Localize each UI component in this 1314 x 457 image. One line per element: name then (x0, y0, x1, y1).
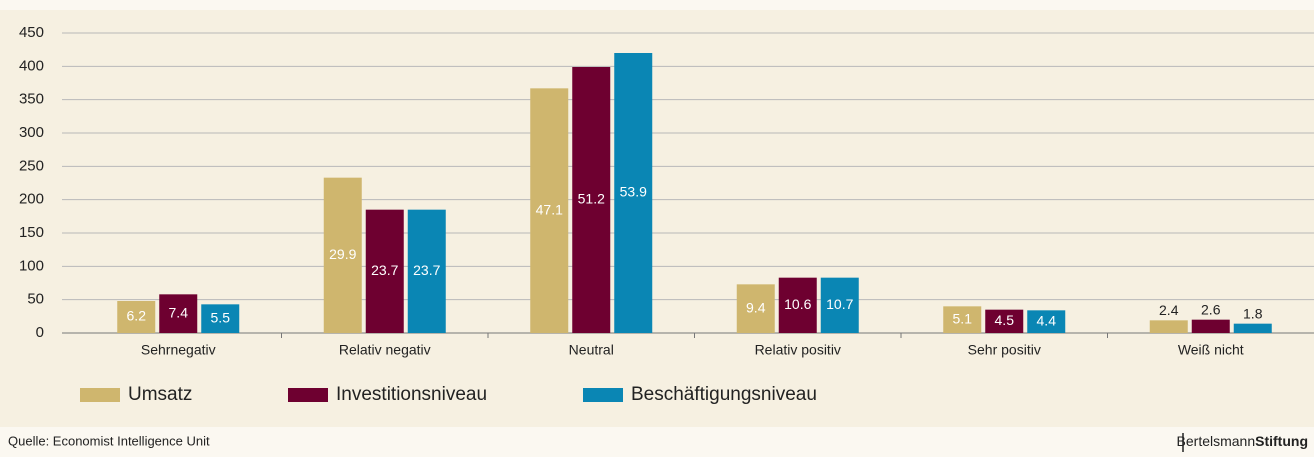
bar (201, 304, 240, 333)
bar (323, 177, 362, 333)
bar (159, 294, 198, 333)
x-tick-label: Weiß nicht (1178, 342, 1244, 358)
y-tick-label: 400 (19, 57, 44, 74)
legend-swatch (288, 388, 328, 402)
data-label: 51.2 (578, 191, 605, 207)
data-label: 10.6 (784, 296, 811, 312)
logo-part: Stiftung (1255, 433, 1308, 449)
logo-part: Bertelsmann (1177, 433, 1256, 449)
y-tick-label: 50 (27, 291, 44, 308)
y-tick-label: 300 (19, 124, 44, 141)
legend-swatch (80, 388, 120, 402)
y-tick-label: 0 (36, 324, 44, 341)
bar (407, 209, 446, 333)
bar (530, 88, 569, 333)
y-tick-label: 100 (19, 257, 44, 274)
legend-label: Beschäftigungsniveau (631, 384, 817, 405)
data-label: 53.9 (620, 184, 647, 200)
data-label: 23.7 (371, 262, 398, 278)
bar (1233, 323, 1272, 333)
x-tick-label: Neutral (569, 342, 614, 358)
bar (820, 277, 859, 333)
y-tick-label: 150 (19, 224, 44, 241)
data-label: 2.6 (1201, 301, 1221, 317)
bar (365, 209, 404, 333)
bar (1027, 310, 1066, 333)
legend-label: Investitionsniveau (336, 384, 487, 405)
bar (1149, 320, 1188, 333)
logo: BertelsmannStiftung (1177, 433, 1308, 449)
bar (117, 301, 156, 333)
x-tick-label: Relativ negativ (339, 342, 431, 358)
y-tick-label: 250 (19, 157, 44, 174)
bar (778, 277, 817, 333)
bar (943, 306, 982, 333)
legend-label: Umsatz (128, 384, 192, 405)
data-label: 5.1 (953, 310, 973, 326)
data-label: 29.9 (329, 246, 356, 262)
data-label: 9.4 (746, 299, 766, 315)
x-tick-label: Sehrnegativ (141, 342, 216, 358)
top-band (0, 0, 1314, 10)
bar (985, 309, 1024, 333)
data-label: 2.4 (1159, 302, 1179, 318)
y-tick-label: 200 (19, 191, 44, 208)
data-label: 6.2 (127, 308, 147, 324)
data-label: 23.7 (413, 262, 440, 278)
source: Quelle: Economist Intelligence Unit (8, 433, 210, 448)
bar (1191, 319, 1230, 333)
y-tick-label: 450 (19, 24, 44, 41)
data-label: 4.4 (1037, 312, 1057, 328)
x-tick-label: Relativ positiv (755, 342, 841, 358)
data-label: 1.8 (1243, 305, 1263, 321)
y-tick-label: 350 (19, 91, 44, 108)
bar (572, 67, 611, 333)
data-label: 10.7 (826, 296, 853, 312)
data-label: 5.5 (211, 309, 231, 325)
legend-swatch (583, 388, 623, 402)
bar (614, 53, 653, 333)
bar (736, 284, 775, 333)
data-label: 4.5 (995, 312, 1015, 328)
data-label: 47.1 (536, 201, 563, 217)
x-tick-label: Sehr positiv (968, 342, 1041, 358)
footer-band (0, 427, 1314, 457)
data-label: 7.4 (169, 304, 189, 320)
